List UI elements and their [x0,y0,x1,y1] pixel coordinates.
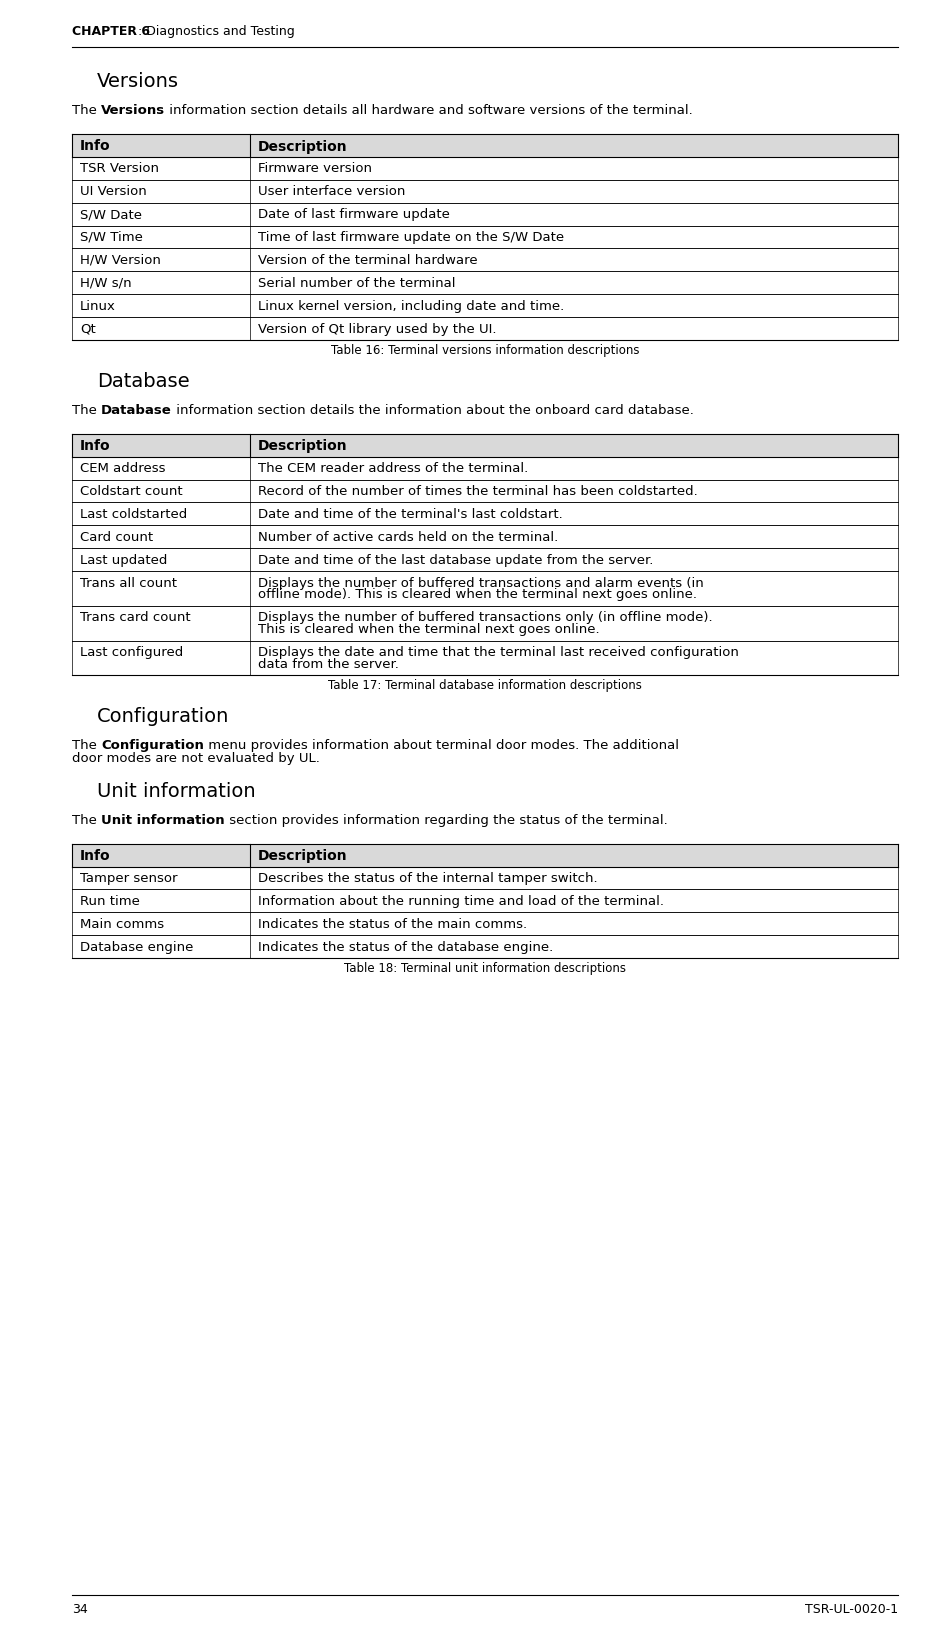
Bar [72,570,898,606]
Text: Card count: Card count [80,531,153,544]
Text: offline mode). This is cleared when the terminal next goes online.: offline mode). This is cleared when the … [258,588,697,601]
Bar [72,203,898,226]
Text: menu provides information about terminal door modes. The additional: menu provides information about terminal… [204,739,679,752]
Text: Info: Info [80,439,110,453]
Bar [72,158,898,180]
Text: Description: Description [258,850,347,863]
Bar [72,226,898,249]
Text: Version of the terminal hardware: Version of the terminal hardware [258,254,478,266]
Bar [72,866,898,889]
Text: information section details the information about the onboard card database.: information section details the informat… [172,405,694,418]
Text: Configuration: Configuration [97,707,229,726]
Text: Indicates the status of the database engine.: Indicates the status of the database eng… [258,941,553,954]
Text: Linux kernel version, including date and time.: Linux kernel version, including date and… [258,299,564,312]
Text: Coldstart count: Coldstart count [80,486,182,499]
Text: Date and time of the terminal's last coldstart.: Date and time of the terminal's last col… [258,509,563,522]
Text: Information about the running time and load of the terminal.: Information about the running time and l… [258,895,664,908]
Bar [72,479,898,502]
Text: The: The [72,104,101,117]
Text: Describes the status of the internal tamper switch.: Describes the status of the internal tam… [258,873,598,886]
Bar [72,640,898,676]
Text: 34: 34 [72,1602,88,1615]
Text: H/W Version: H/W Version [80,254,160,266]
Text: Displays the number of buffered transactions and alarm events (in: Displays the number of buffered transact… [258,577,703,590]
Text: Main comms: Main comms [80,918,164,931]
Text: Versions: Versions [101,104,165,117]
Text: Database: Database [97,372,190,392]
Bar [72,502,898,525]
Text: door modes are not evaluated by UL.: door modes are not evaluated by UL. [72,752,320,765]
Text: Date and time of the last database update from the server.: Date and time of the last database updat… [258,554,653,567]
Bar [72,525,898,548]
Text: Displays the number of buffered transactions only (in offline mode).: Displays the number of buffered transact… [258,611,712,624]
Text: Info: Info [80,140,110,153]
Text: Run time: Run time [80,895,140,908]
Text: The: The [72,739,101,752]
Text: Record of the number of times the terminal has been coldstarted.: Record of the number of times the termin… [258,486,698,499]
Text: Description: Description [258,439,347,453]
Text: Last configured: Last configured [80,647,183,660]
Text: Last coldstarted: Last coldstarted [80,509,187,522]
Bar [72,457,898,479]
Text: This is cleared when the terminal next goes online.: This is cleared when the terminal next g… [258,624,599,637]
Text: section provides information regarding the status of the terminal.: section provides information regarding t… [225,814,667,827]
Text: UI Version: UI Version [80,185,146,198]
Text: Unit information: Unit information [97,782,256,801]
Text: H/W s/n: H/W s/n [80,276,131,289]
Bar [72,180,898,203]
Text: TSR Version: TSR Version [80,162,159,176]
Text: The: The [72,814,101,827]
Text: S/W Time: S/W Time [80,231,143,244]
Text: Serial number of the terminal: Serial number of the terminal [258,276,455,289]
Bar [72,271,898,294]
Bar [72,843,898,866]
Bar [72,606,898,640]
Bar [72,294,898,317]
Text: Tamper sensor: Tamper sensor [80,873,177,886]
Text: Description: Description [258,140,347,153]
Bar [72,912,898,936]
Text: CEM address: CEM address [80,461,165,474]
Text: Trans card count: Trans card count [80,611,191,624]
Text: Table 17: Terminal database information descriptions: Table 17: Terminal database information … [329,679,642,692]
Text: Table 16: Terminal versions information descriptions: Table 16: Terminal versions information … [330,344,639,358]
Text: Indicates the status of the main comms.: Indicates the status of the main comms. [258,918,527,931]
Text: Last updated: Last updated [80,554,167,567]
Text: User interface version: User interface version [258,185,405,198]
Text: Info: Info [80,850,110,863]
Bar [72,548,898,570]
Text: CHAPTER 6: CHAPTER 6 [72,24,150,37]
Text: Number of active cards held on the terminal.: Number of active cards held on the termi… [258,531,558,544]
Text: Date of last firmware update: Date of last firmware update [258,208,449,221]
Text: S/W Date: S/W Date [80,208,142,221]
Text: Firmware version: Firmware version [258,162,372,176]
Text: Unit information: Unit information [101,814,225,827]
Text: Time of last firmware update on the S/W Date: Time of last firmware update on the S/W … [258,231,564,244]
Text: Configuration: Configuration [101,739,204,752]
Bar [72,133,898,158]
Text: The CEM reader address of the terminal.: The CEM reader address of the terminal. [258,461,528,474]
Bar [72,889,898,912]
Text: Qt: Qt [80,322,95,335]
Bar [72,434,898,457]
Text: : Diagnostics and Testing: : Diagnostics and Testing [134,24,295,37]
Text: data from the server.: data from the server. [258,658,398,671]
Text: Displays the date and time that the terminal last received configuration: Displays the date and time that the term… [258,647,738,660]
Text: information section details all hardware and software versions of the terminal.: information section details all hardware… [165,104,693,117]
Text: Versions: Versions [97,72,179,91]
Text: Database engine: Database engine [80,941,194,954]
Bar [72,317,898,340]
Text: Linux: Linux [80,299,116,312]
Bar [72,936,898,959]
Text: Trans all count: Trans all count [80,577,177,590]
Text: Version of Qt library used by the UI.: Version of Qt library used by the UI. [258,322,497,335]
Text: Table 18: Terminal unit information descriptions: Table 18: Terminal unit information desc… [344,962,626,975]
Text: Database: Database [101,405,172,418]
Bar [72,249,898,271]
Text: TSR-UL-0020-1: TSR-UL-0020-1 [805,1602,898,1615]
Text: The: The [72,405,101,418]
